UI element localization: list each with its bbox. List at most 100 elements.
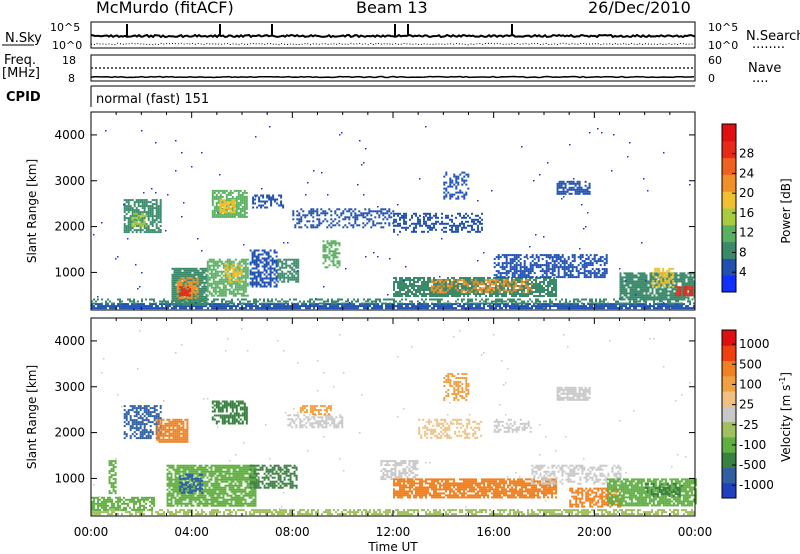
power-colorbar-segment bbox=[722, 241, 736, 259]
velocity-colorbar: 1000 500 100 25 -25 -100 -500 -1000 bbox=[721, 329, 774, 499]
velocity-colorbar-label-sup: -1 bbox=[778, 377, 787, 385]
x-tick-label: 00:00 bbox=[678, 525, 713, 539]
power-colorbar-tick-label: 20 bbox=[739, 186, 754, 200]
power-scatter-region bbox=[131, 212, 148, 227]
power-y-axis-label: Slant Range [km] bbox=[25, 159, 39, 263]
velocity-colorbar-frame bbox=[721, 329, 737, 499]
velocity-scatter-region bbox=[531, 464, 622, 485]
cpid-panel: CPID normal (fast) 151 bbox=[6, 85, 695, 107]
freq-right-label: Nave bbox=[748, 61, 781, 76]
power-scatter-region bbox=[211, 189, 248, 218]
noise-right-tick-bottom: 10^0 bbox=[708, 39, 738, 52]
noise-right-tick-top: 10^5 bbox=[708, 21, 738, 34]
x-tick-label: 00:00 bbox=[74, 525, 109, 539]
velocity-scatter-region bbox=[156, 418, 189, 443]
power-scatter-region bbox=[674, 286, 693, 297]
power-noise-speckle bbox=[93, 126, 691, 310]
velocity-colorbar-segment bbox=[722, 452, 736, 468]
power-scatter-region bbox=[219, 199, 236, 214]
power-x-ticks bbox=[90, 112, 696, 310]
noise-traces bbox=[90, 24, 696, 46]
noise-right-label: N.Search bbox=[746, 29, 800, 44]
x-tick-label: 20:00 bbox=[577, 525, 612, 539]
noise-sky-trace bbox=[90, 33, 696, 39]
velocity-colorbar-segment bbox=[722, 406, 736, 423]
x-tick-label: 04:00 bbox=[174, 525, 209, 539]
velocity-scatter-region bbox=[108, 460, 117, 495]
velocity-scatter-region bbox=[380, 460, 419, 481]
power-colorbar-frame bbox=[721, 123, 737, 293]
velocity-y-tick-label: 4000 bbox=[54, 334, 85, 348]
power-scatter-region bbox=[292, 208, 395, 229]
power-scatter-region bbox=[443, 171, 470, 200]
power-scatter-region bbox=[430, 279, 533, 294]
velocity-heatmap bbox=[91, 328, 697, 516]
velocity-y-axis-label: Slant Range [km] bbox=[25, 365, 39, 469]
velocity-colorbar-label-end: ] bbox=[779, 372, 793, 377]
power-y-tick-label: 2000 bbox=[54, 220, 85, 234]
power-scatter-region bbox=[652, 267, 675, 288]
power-scatter-region bbox=[322, 240, 341, 269]
noise-right-marker: ........ bbox=[752, 37, 785, 52]
power-scatter-region bbox=[249, 249, 278, 288]
x-axis-label: Time UT bbox=[367, 540, 418, 554]
power-colorbar: 4 8 12 16 20 24 28 bbox=[721, 123, 754, 293]
velocity-scatter-region bbox=[569, 487, 622, 508]
velocity-y-tick-label: 2000 bbox=[54, 426, 85, 440]
x-tick-label: 12:00 bbox=[376, 525, 411, 539]
power-colorbar-tick-label: 28 bbox=[739, 147, 754, 161]
power-colorbar-segment bbox=[722, 157, 736, 175]
freq-left-tick-top: 18 bbox=[62, 54, 76, 67]
velocity-colorbar-segment bbox=[722, 360, 736, 377]
velocity-panel: 1000 2000 3000 4000 00:00 04:00 08:00 12:00 16:… bbox=[25, 317, 793, 539]
freq-panel: Freq. [MHz] 18 8 60 0 Nave .... bbox=[2, 53, 781, 86]
freq-right-tick-top: 60 bbox=[708, 54, 722, 67]
power-colorbar-tick-label: 24 bbox=[739, 166, 754, 180]
velocity-colorbar-tick-label: 25 bbox=[739, 398, 754, 412]
power-colorbar-segment bbox=[722, 124, 736, 142]
power-scatter-region bbox=[393, 212, 483, 233]
power-colorbar-tick-label: 12 bbox=[739, 226, 754, 240]
power-scatter-region bbox=[277, 258, 300, 283]
velocity-scatter-region bbox=[179, 473, 204, 494]
velocity-colorbar-segment bbox=[722, 345, 736, 362]
power-colorbar-segment bbox=[722, 191, 736, 209]
power-y-tick-label: 1000 bbox=[54, 265, 85, 279]
velocity-colorbar-tick-label: 100 bbox=[739, 377, 762, 391]
velocity-colorbar-tick-label: -500 bbox=[739, 458, 766, 472]
cpid-mode-text: normal (fast) 151 bbox=[96, 92, 209, 107]
velocity-scatter-region bbox=[556, 386, 591, 401]
freq-right-marker: .... bbox=[752, 71, 769, 86]
velocity-scatter-region bbox=[393, 478, 557, 499]
power-colorbar-tick-label: 4 bbox=[739, 265, 747, 279]
power-colorbar-label: Power [dB] bbox=[779, 178, 793, 243]
power-scatter-region bbox=[224, 263, 243, 284]
power-panel: 1000 2000 3000 4000 Slant Range [km] 4 8 12 16… bbox=[25, 111, 793, 311]
power-colorbar-segment bbox=[722, 258, 736, 276]
velocity-colorbar-segment bbox=[722, 467, 736, 484]
station-title: McMurdo (fitACF) bbox=[96, 0, 234, 17]
freq-traces bbox=[90, 67, 695, 79]
velocity-noise-speckle bbox=[93, 328, 693, 516]
nave-trace bbox=[90, 75, 695, 79]
beam-title: Beam 13 bbox=[356, 0, 428, 17]
velocity-colorbar-segment bbox=[722, 482, 736, 499]
velocity-colorbar-label: Velocity [m s-1] bbox=[778, 372, 793, 462]
cpid-label: CPID bbox=[6, 90, 41, 105]
velocity-scatter-region bbox=[299, 405, 332, 416]
velocity-scatter-region bbox=[606, 478, 697, 507]
velocity-scatter-region bbox=[493, 418, 532, 433]
noise-panel: N.Sky 10^5 10^0 10^5 10^0 N.Search .....… bbox=[2, 21, 800, 52]
velocity-scatter-region bbox=[249, 464, 298, 489]
velocity-scatter-region bbox=[443, 373, 470, 401]
power-y-tick-label: 4000 bbox=[54, 128, 85, 142]
freq-left-tick-bottom: 8 bbox=[68, 72, 75, 85]
power-scatter-region bbox=[252, 194, 285, 209]
velocity-colorbar-tick-label: 500 bbox=[739, 357, 762, 371]
velocity-colorbar-segment bbox=[722, 436, 736, 453]
power-colorbar-segment bbox=[722, 224, 736, 243]
velocity-scatter-region bbox=[123, 405, 162, 440]
noise-left-tick-top: 10^5 bbox=[50, 21, 80, 34]
velocity-colorbar-label-main: Velocity [m s bbox=[779, 385, 793, 462]
